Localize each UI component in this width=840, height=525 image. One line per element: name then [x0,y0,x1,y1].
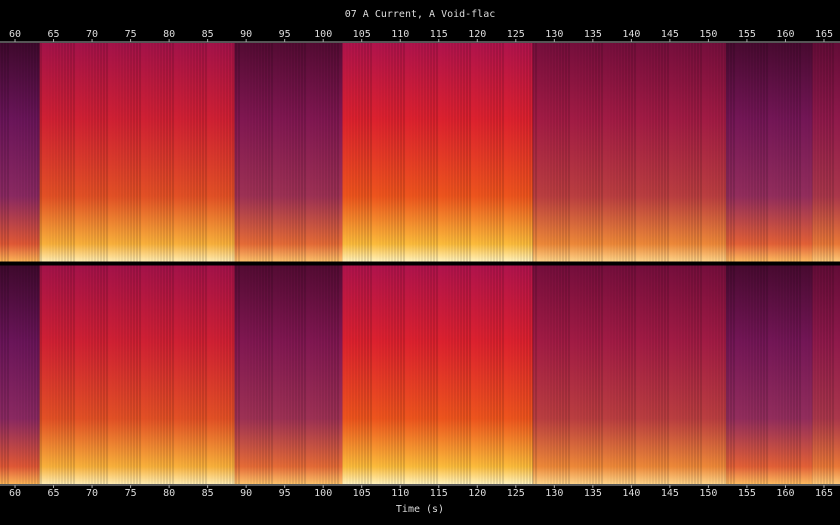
x-tick-label: 105 [353,29,371,40]
x-tick-label: 150 [699,488,717,499]
x-tick-label: 80 [163,488,175,499]
x-tick-label: 115 [430,29,448,40]
x-tick-label: 150 [699,29,717,40]
x-tick-label: 165 [815,488,833,499]
x-tick-label: 155 [738,488,756,499]
x-tick-label: 75 [125,29,137,40]
x-tick-label: 95 [279,29,291,40]
x-axis-label: Time (s) [396,504,444,515]
x-tick-label: 160 [776,29,794,40]
x-tick-label: 65 [48,488,60,499]
x-tick-label: 95 [279,488,291,499]
x-tick-label: 135 [584,488,602,499]
x-tick-label: 65 [48,29,60,40]
x-tick-label: 160 [776,488,794,499]
spectrum-segment [726,43,813,262]
x-tick-label: 120 [468,488,486,499]
x-tick-label: 135 [584,29,602,40]
x-tick-label: 110 [391,488,409,499]
x-tick-label: 125 [507,29,525,40]
x-tick-label: 80 [163,29,175,40]
spectrum-segment [342,265,533,484]
spectrum-segment [342,43,533,262]
x-tick-label: 70 [86,29,98,40]
spectrum-segment [726,265,813,484]
spectrum-segment [39,265,235,484]
x-tick-label: 120 [468,29,486,40]
x-tick-label: 90 [240,488,252,499]
chart-title: 07 A Current, A Void-flac [345,9,496,20]
spectrum-segment [234,43,343,262]
x-tick-label: 100 [314,488,332,499]
spectrum-segment [0,43,40,262]
x-tick-label: 110 [391,29,409,40]
spectrum-segment [812,43,840,262]
x-tick-label: 140 [622,488,640,499]
x-tick-label: 130 [545,29,563,40]
spectrum-segment [532,265,727,484]
x-tick-label: 130 [545,488,563,499]
x-tick-label: 145 [661,29,679,40]
x-tick-label: 100 [314,29,332,40]
x-tick-label: 60 [9,488,21,499]
x-tick-label: 125 [507,488,525,499]
x-tick-label: 85 [202,488,214,499]
x-tick-label: 90 [240,29,252,40]
x-tick-label: 155 [738,29,756,40]
spectrum-segment [39,43,235,262]
spectrum-segment [532,43,727,262]
spectrum-segment [812,265,840,484]
spectrum-segment [0,265,40,484]
x-tick-label: 105 [353,488,371,499]
x-tick-label: 75 [125,488,137,499]
x-tick-label: 70 [86,488,98,499]
x-tick-label: 165 [815,29,833,40]
x-tick-label: 60 [9,29,21,40]
x-tick-label: 145 [661,488,679,499]
spectrum-segment [234,265,343,484]
x-tick-label: 140 [622,29,640,40]
x-tick-label: 85 [202,29,214,40]
x-tick-label: 115 [430,488,448,499]
